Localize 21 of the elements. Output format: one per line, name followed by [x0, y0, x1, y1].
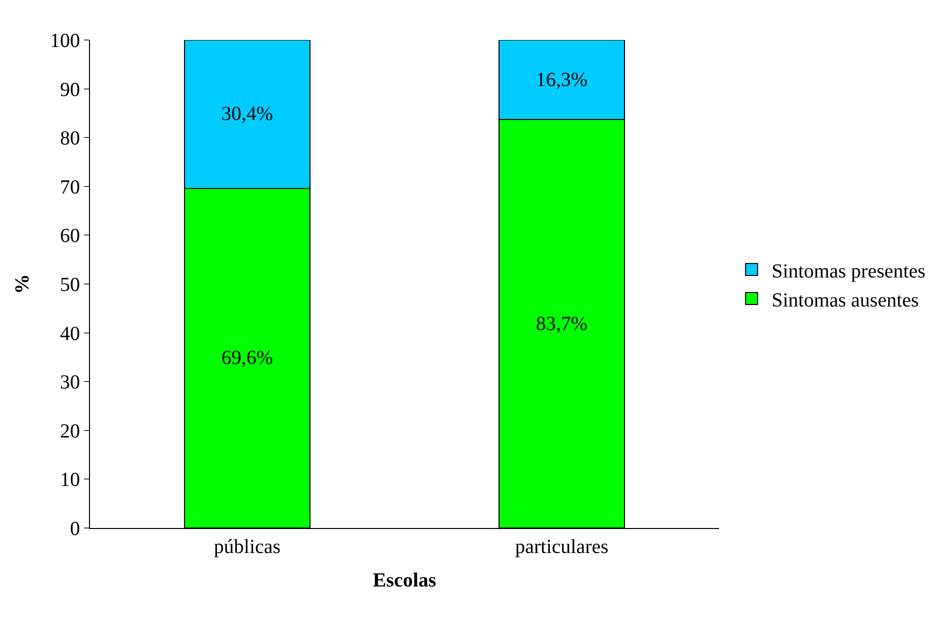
- data-label: 83,7%: [536, 312, 588, 335]
- y-tick-label: 20: [60, 420, 80, 442]
- data-label: 69,6%: [221, 347, 274, 370]
- x-axis-title: Escolas: [372, 570, 436, 592]
- legend-label: Sintomas ausentes: [772, 289, 920, 312]
- y-tick-label: 40: [60, 322, 80, 345]
- data-label: 30,4%: [221, 103, 274, 126]
- x-tick-label: particulares: [515, 536, 609, 558]
- y-tick-label: 60: [60, 225, 80, 248]
- y-tick-label: 10: [60, 469, 80, 492]
- legend-label: Sintomas presentes: [772, 260, 926, 282]
- y-tick-label: 70: [60, 176, 80, 198]
- y-tick-label: 30: [60, 372, 80, 394]
- y-tick-label: 0: [70, 518, 80, 540]
- data-label: 16,3%: [536, 68, 588, 91]
- x-tick-label: públicas: [214, 536, 281, 558]
- y-tick-label: 50: [60, 274, 80, 296]
- y-tick-label: 100: [50, 30, 80, 52]
- y-tick-label: 90: [60, 78, 80, 101]
- y-tick-label: 80: [60, 128, 80, 150]
- y-axis-title: %: [12, 274, 34, 294]
